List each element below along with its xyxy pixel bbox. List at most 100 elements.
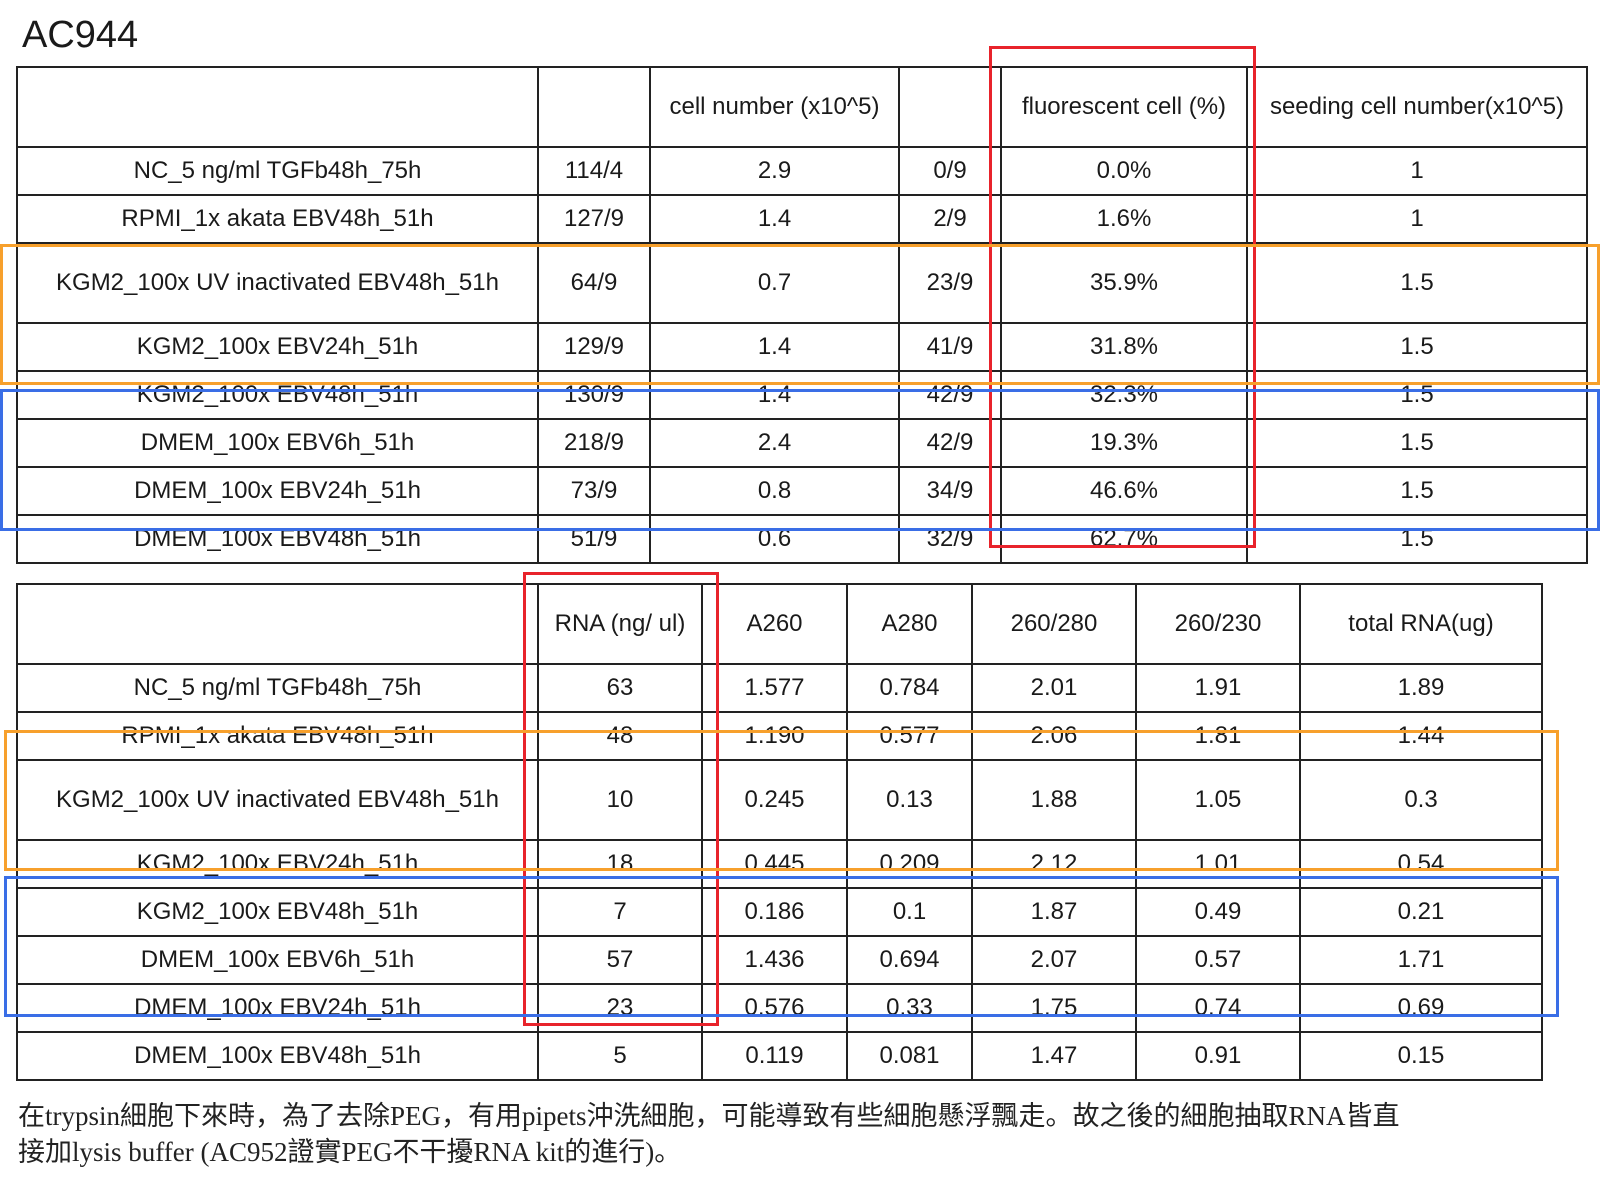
ratio-260-230-cell: 0.91 — [1135, 1031, 1301, 1081]
a260-cell: 0.119 — [701, 1031, 848, 1081]
seeding-number-cell: 1.5 — [1246, 466, 1588, 516]
table-row: DMEM_100x EBV6h_51h 57 1.436 0.694 2.07 … — [16, 935, 1543, 985]
count-ratio-cell: 218/9 — [537, 418, 651, 468]
sample-name-cell: RPMI_1x akata EBV48h_51h — [16, 194, 539, 244]
cell-number-cell: 2.4 — [649, 418, 900, 468]
rna-conc-cell: 5 — [537, 1031, 703, 1081]
header-cell-fluorescent-cell: fluorescent cell (%) — [1000, 66, 1248, 148]
ratio-260-230-cell: 1.81 — [1135, 711, 1301, 761]
sample-name-cell: NC_5 ng/ml TGFb48h_75h — [16, 146, 539, 196]
rna-conc-cell: 18 — [537, 839, 703, 889]
rna-conc-cell: 10 — [537, 759, 703, 841]
a260-cell: 0.576 — [701, 983, 848, 1033]
a260-cell: 1.436 — [701, 935, 848, 985]
rna-conc-cell: 48 — [537, 711, 703, 761]
a280-cell: 0.784 — [846, 663, 973, 713]
count-ratio-cell: 130/9 — [537, 370, 651, 420]
fluorescent-percent-cell: 62.7% — [1000, 514, 1248, 564]
seeding-number-cell: 1.5 — [1246, 322, 1588, 372]
table-row: RPMI_1x akata EBV48h_51h 48 1.190 0.577 … — [16, 711, 1543, 761]
fluorescent-percent-cell: 31.8% — [1000, 322, 1248, 372]
seeding-number-cell: 1 — [1246, 194, 1588, 244]
table-header-row: cell number (x10^5) fluorescent cell (%)… — [16, 66, 1588, 148]
table-header-row: RNA (ng/ ul) A260 A280 260/280 260/230 t… — [16, 583, 1543, 665]
table-row: NC_5 ng/ml TGFb48h_75h 114/4 2.9 0/9 0.0… — [16, 146, 1588, 196]
footnote-text: 在trypsin細胞下來時，為了去除PEG，有用pipets沖洗細胞，可能導致有… — [18, 1098, 1598, 1170]
a280-cell: 0.13 — [846, 759, 973, 841]
sample-name-cell: DMEM_100x EBV6h_51h — [16, 418, 539, 468]
table-row: KGM2_100x EBV48h_51h 130/9 1.4 42/9 32.3… — [16, 370, 1588, 420]
ratio-260-280-cell: 2.06 — [971, 711, 1137, 761]
total-rna-cell: 0.21 — [1299, 887, 1543, 937]
table-row: KGM2_100x EBV24h_51h 18 0.445 0.209 2.12… — [16, 839, 1543, 889]
header-cell-a280: A280 — [846, 583, 973, 665]
count-ratio-cell: 129/9 — [537, 322, 651, 372]
table-row: KGM2_100x UV inactivated EBV48h_51h 64/9… — [16, 242, 1588, 324]
ratio-260-230-cell: 0.74 — [1135, 983, 1301, 1033]
fluorescent-percent-cell: 1.6% — [1000, 194, 1248, 244]
cell-count-table: cell number (x10^5) fluorescent cell (%)… — [16, 66, 1588, 564]
a260-cell: 1.190 — [701, 711, 848, 761]
header-cell — [537, 66, 651, 148]
total-rna-cell: 1.44 — [1299, 711, 1543, 761]
seeding-number-cell: 1.5 — [1246, 242, 1588, 324]
a280-cell: 0.694 — [846, 935, 973, 985]
fluorescent-percent-cell: 0.0% — [1000, 146, 1248, 196]
seeding-number-cell: 1.5 — [1246, 370, 1588, 420]
sample-name-cell: KGM2_100x EBV24h_51h — [16, 839, 539, 889]
cell-number-cell: 0.8 — [649, 466, 900, 516]
fluorescent-ratio-cell: 23/9 — [898, 242, 1002, 324]
a260-cell: 0.245 — [701, 759, 848, 841]
fluorescent-ratio-cell: 42/9 — [898, 418, 1002, 468]
fluorescent-ratio-cell: 41/9 — [898, 322, 1002, 372]
header-cell — [898, 66, 1002, 148]
total-rna-cell: 0.3 — [1299, 759, 1543, 841]
count-ratio-cell: 51/9 — [537, 514, 651, 564]
total-rna-cell: 0.15 — [1299, 1031, 1543, 1081]
sample-name-cell: KGM2_100x EBV48h_51h — [16, 370, 539, 420]
fluorescent-percent-cell: 32.3% — [1000, 370, 1248, 420]
total-rna-cell: 0.54 — [1299, 839, 1543, 889]
a260-cell: 1.577 — [701, 663, 848, 713]
count-ratio-cell: 114/4 — [537, 146, 651, 196]
sample-name-cell: DMEM_100x EBV6h_51h — [16, 935, 539, 985]
page-title: AC944 — [22, 14, 139, 56]
ratio-260-230-cell: 1.91 — [1135, 663, 1301, 713]
rna-conc-cell: 57 — [537, 935, 703, 985]
cell-number-cell: 2.9 — [649, 146, 900, 196]
table-row: DMEM_100x EBV6h_51h 218/9 2.4 42/9 19.3%… — [16, 418, 1588, 468]
ratio-260-280-cell: 2.07 — [971, 935, 1137, 985]
sample-name-cell: KGM2_100x EBV48h_51h — [16, 887, 539, 937]
cell-number-cell: 1.4 — [649, 370, 900, 420]
footnote-line-2: 接加lysis buffer (AC952證實PEG不干擾RNA kit的進行)… — [18, 1137, 682, 1167]
seeding-number-cell: 1.5 — [1246, 514, 1588, 564]
seeding-number-cell: 1 — [1246, 146, 1588, 196]
header-cell-total-rna: total RNA(ug) — [1299, 583, 1543, 665]
rna-quantification-table: RNA (ng/ ul) A260 A280 260/280 260/230 t… — [16, 583, 1543, 1081]
a280-cell: 0.1 — [846, 887, 973, 937]
a260-cell: 0.186 — [701, 887, 848, 937]
table-row: NC_5 ng/ml TGFb48h_75h 63 1.577 0.784 2.… — [16, 663, 1543, 713]
fluorescent-percent-cell: 35.9% — [1000, 242, 1248, 324]
sample-name-cell: DMEM_100x EBV24h_51h — [16, 983, 539, 1033]
fluorescent-ratio-cell: 32/9 — [898, 514, 1002, 564]
sample-name-cell: NC_5 ng/ml TGFb48h_75h — [16, 663, 539, 713]
ratio-260-280-cell: 1.75 — [971, 983, 1137, 1033]
table-row: KGM2_100x EBV24h_51h 129/9 1.4 41/9 31.8… — [16, 322, 1588, 372]
a280-cell: 0.081 — [846, 1031, 973, 1081]
table-row: RPMI_1x akata EBV48h_51h 127/9 1.4 2/9 1… — [16, 194, 1588, 244]
header-cell-260-230: 260/230 — [1135, 583, 1301, 665]
rna-conc-cell: 63 — [537, 663, 703, 713]
fluorescent-ratio-cell: 2/9 — [898, 194, 1002, 244]
ratio-260-230-cell: 0.49 — [1135, 887, 1301, 937]
ratio-260-280-cell: 2.12 — [971, 839, 1137, 889]
sample-name-cell: DMEM_100x EBV48h_51h — [16, 514, 539, 564]
fluorescent-ratio-cell: 42/9 — [898, 370, 1002, 420]
sample-name-cell: DMEM_100x EBV24h_51h — [16, 466, 539, 516]
table-row: DMEM_100x EBV48h_51h 51/9 0.6 32/9 62.7%… — [16, 514, 1588, 564]
cell-number-cell: 0.7 — [649, 242, 900, 324]
header-cell-cell-number: cell number (x10^5) — [649, 66, 900, 148]
ratio-260-280-cell: 1.88 — [971, 759, 1137, 841]
ratio-260-280-cell: 1.87 — [971, 887, 1137, 937]
fluorescent-percent-cell: 19.3% — [1000, 418, 1248, 468]
